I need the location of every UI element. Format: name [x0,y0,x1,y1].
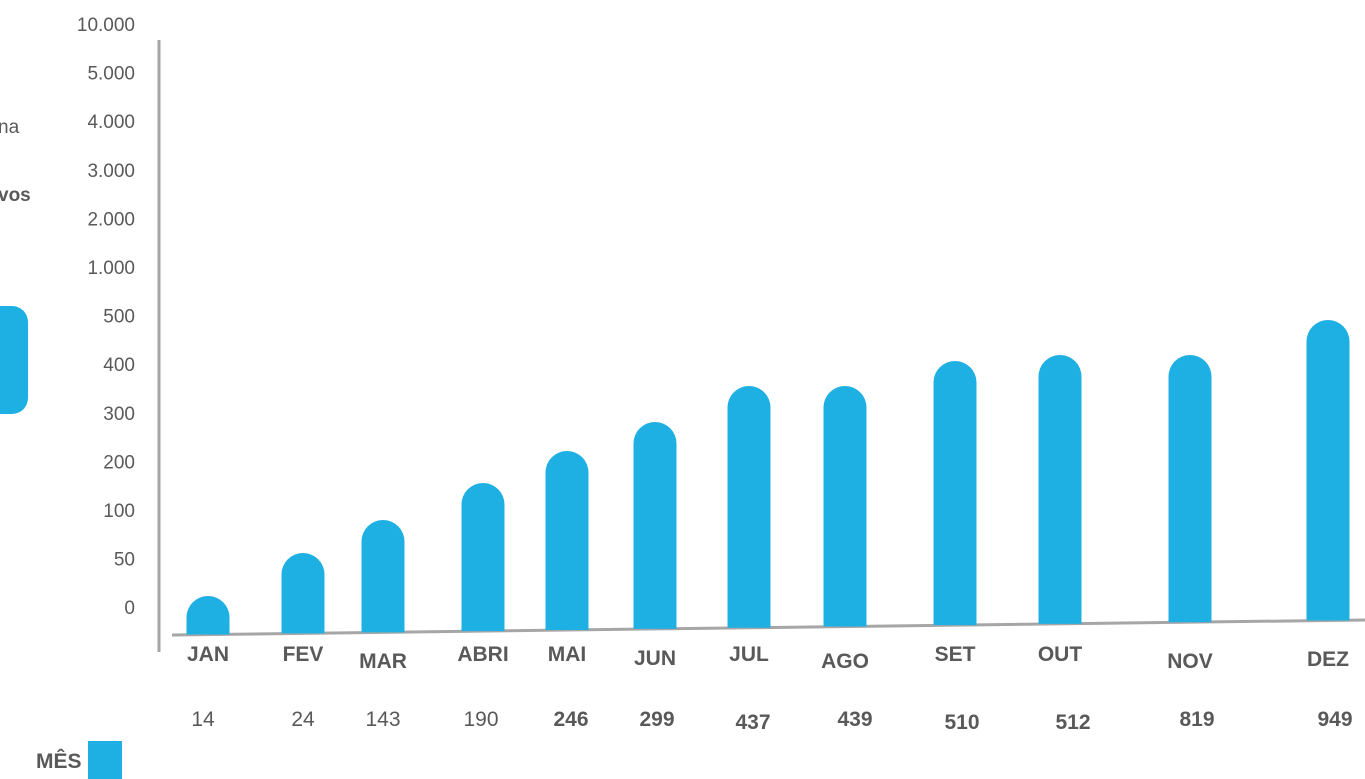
value-label: 143 [365,708,400,731]
bar-series [186,320,1350,635]
value-labels: 14 24 143 190 246 299 437 439 510 512 819 949 [191,708,1352,734]
value-label: 510 [944,711,979,734]
y-tick-label: 4.000 [87,112,135,133]
legend-label: MÊS [36,749,82,773]
side-blue-shape [0,306,28,414]
bar-dez [1306,320,1350,621]
y-tick-label: 2.000 [87,209,135,230]
bar-jan [186,596,230,635]
x-axis-categories: JAN FEV MAR ABRI MAI JUN JUL AGO SET OUT NOV DEZ [187,643,1349,673]
x-category-label: JAN [187,643,229,666]
value-label: 14 [191,708,215,731]
x-category-label: DEZ [1307,648,1349,671]
y-tick-label: 0 [124,598,135,619]
x-category-label: ABRI [457,643,508,666]
y-tick-label: 1.000 [87,258,135,279]
value-label: 190 [463,708,498,731]
y-tick-label: 200 [103,452,135,473]
x-category-label: OUT [1038,643,1083,666]
value-label: 439 [837,708,872,731]
bar-nov [1168,355,1212,623]
bar-set [933,361,977,626]
x-category-label: SET [935,643,976,666]
side-text-fragment-1: na [0,117,20,138]
x-category-label: AGO [821,650,869,673]
x-category-label: NOV [1167,650,1213,673]
y-tick-label: 500 [103,307,135,328]
bar-abri [461,483,505,632]
y-tick-label: 400 [103,355,135,376]
value-label: 299 [639,708,674,731]
y-axis-ticks: 10.0005.0004.0003.0002.0001.000500400300… [77,15,135,619]
y-tick-label: 300 [103,404,135,425]
y-tick-label: 50 [114,550,135,571]
x-category-label: FEV [283,643,324,666]
bar-ago [823,385,867,627]
bar-fev [281,553,325,634]
bar-jun [633,422,677,629]
y-tick-label: 100 [103,501,135,522]
x-category-label: MAI [548,643,587,666]
legend-swatch [88,741,122,779]
value-label: 246 [553,708,588,731]
value-label: 437 [735,711,770,734]
x-category-label: JUN [634,647,676,670]
value-label: 24 [291,708,315,731]
y-tick-label: 3.000 [87,161,135,182]
bar-jul [727,385,771,628]
x-category-label: JUL [729,643,769,666]
value-label: 949 [1317,708,1352,731]
x-category-label: MAR [359,650,407,673]
value-label: 819 [1179,708,1214,731]
y-tick-label: 10.000 [77,15,135,36]
bar-mar [361,520,405,633]
bar-mai [545,451,589,631]
y-tick-label: 5.000 [87,64,135,85]
bar-out [1038,355,1082,624]
side-text-fragment-2: vos [0,185,31,206]
value-label: 512 [1055,711,1090,734]
